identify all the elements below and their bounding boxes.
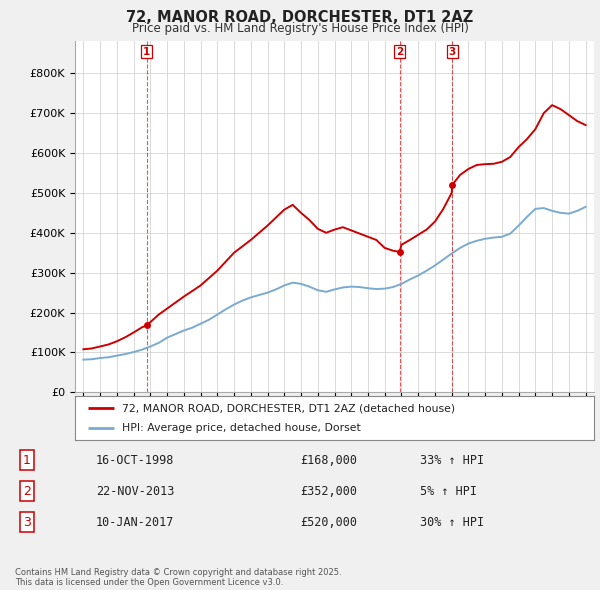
Text: 72, MANOR ROAD, DORCHESTER, DT1 2AZ (detached house): 72, MANOR ROAD, DORCHESTER, DT1 2AZ (det… [122, 403, 455, 413]
Text: £352,000: £352,000 [300, 484, 357, 498]
Text: 3: 3 [23, 516, 31, 529]
Text: 2: 2 [23, 484, 31, 498]
Text: 30% ↑ HPI: 30% ↑ HPI [420, 516, 484, 529]
Text: £520,000: £520,000 [300, 516, 357, 529]
Text: 1: 1 [143, 47, 151, 57]
Text: 3: 3 [449, 47, 456, 57]
Text: HPI: Average price, detached house, Dorset: HPI: Average price, detached house, Dors… [122, 423, 361, 433]
Text: 72, MANOR ROAD, DORCHESTER, DT1 2AZ: 72, MANOR ROAD, DORCHESTER, DT1 2AZ [127, 10, 473, 25]
Text: Price paid vs. HM Land Registry's House Price Index (HPI): Price paid vs. HM Land Registry's House … [131, 22, 469, 35]
Text: 33% ↑ HPI: 33% ↑ HPI [420, 454, 484, 467]
Text: 16-OCT-1998: 16-OCT-1998 [96, 454, 175, 467]
Text: 5% ↑ HPI: 5% ↑ HPI [420, 484, 477, 498]
Text: 10-JAN-2017: 10-JAN-2017 [96, 516, 175, 529]
Text: 22-NOV-2013: 22-NOV-2013 [96, 484, 175, 498]
Text: Contains HM Land Registry data © Crown copyright and database right 2025.
This d: Contains HM Land Registry data © Crown c… [15, 568, 341, 587]
Text: £168,000: £168,000 [300, 454, 357, 467]
Text: 1: 1 [23, 454, 31, 467]
Text: 2: 2 [396, 47, 403, 57]
